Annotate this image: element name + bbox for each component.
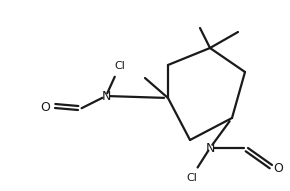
Text: N: N	[101, 90, 111, 103]
Text: N: N	[205, 142, 215, 155]
Text: O: O	[273, 162, 283, 175]
Text: O: O	[40, 100, 50, 113]
Text: Cl: Cl	[115, 61, 126, 71]
Text: Cl: Cl	[186, 173, 197, 183]
